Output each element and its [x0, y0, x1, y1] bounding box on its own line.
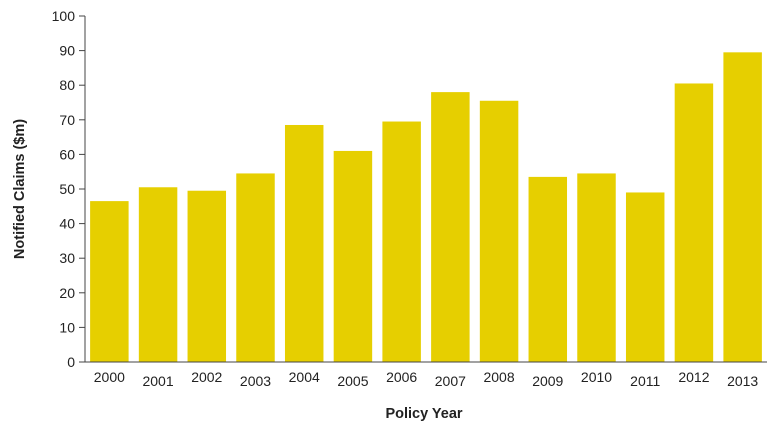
- x-tick-label: 2003: [240, 373, 271, 389]
- y-axis-title: Notified Claims ($m): [12, 119, 28, 259]
- y-tick-label: 30: [59, 250, 75, 266]
- x-tick-label: 2002: [191, 369, 222, 385]
- x-axis-ticks: 2000 2001 2002 2003 2004 2005 2006 2007 2008 2009…: [94, 369, 759, 389]
- x-tick-label: 2001: [142, 373, 173, 389]
- y-tick-label: 10: [59, 319, 75, 335]
- y-tick-label: 90: [59, 43, 75, 59]
- x-tick-label: 2006: [386, 369, 417, 385]
- bar-2002: [187, 190, 227, 362]
- y-tick-label: 80: [59, 77, 75, 93]
- x-tick-label: 2012: [678, 369, 709, 385]
- bars: [90, 52, 762, 363]
- y-tick-label: 60: [59, 146, 75, 162]
- bar-2009: [528, 176, 568, 362]
- bar-2006: [382, 121, 421, 362]
- y-tick-label: 0: [67, 354, 75, 370]
- bar-2003: [236, 173, 275, 362]
- bar-2010: [577, 173, 616, 362]
- x-tick-label: 2011: [630, 373, 660, 389]
- bar-2005: [333, 150, 373, 362]
- x-tick-label: 2008: [483, 369, 514, 385]
- y-tick-label: 20: [59, 285, 75, 301]
- y-tick-label: 100: [52, 8, 76, 24]
- x-tick-label: 2009: [532, 373, 563, 389]
- x-tick-label: 2005: [337, 373, 368, 389]
- x-axis-title: Policy Year: [385, 406, 462, 422]
- x-tick-label: 2010: [581, 369, 612, 385]
- bar-2013: [723, 52, 762, 363]
- y-axis-ticks: 0 10 20 30 40 50 60 70 80 90 100: [52, 8, 85, 370]
- bar-2004: [284, 124, 324, 363]
- bar-2008: [479, 100, 519, 363]
- x-tick-label: 2013: [727, 373, 758, 389]
- bar-2001: [138, 187, 178, 362]
- bar-2012: [674, 83, 714, 362]
- bar-2011: [625, 192, 665, 362]
- bar-2007: [431, 92, 470, 363]
- y-tick-label: 50: [59, 181, 75, 197]
- y-tick-label: 40: [59, 216, 75, 232]
- x-tick-label: 2007: [435, 373, 466, 389]
- x-tick-label: 2000: [94, 369, 125, 385]
- y-tick-label: 70: [59, 112, 75, 128]
- x-tick-label: 2004: [289, 369, 320, 385]
- bar-2000: [90, 201, 129, 362]
